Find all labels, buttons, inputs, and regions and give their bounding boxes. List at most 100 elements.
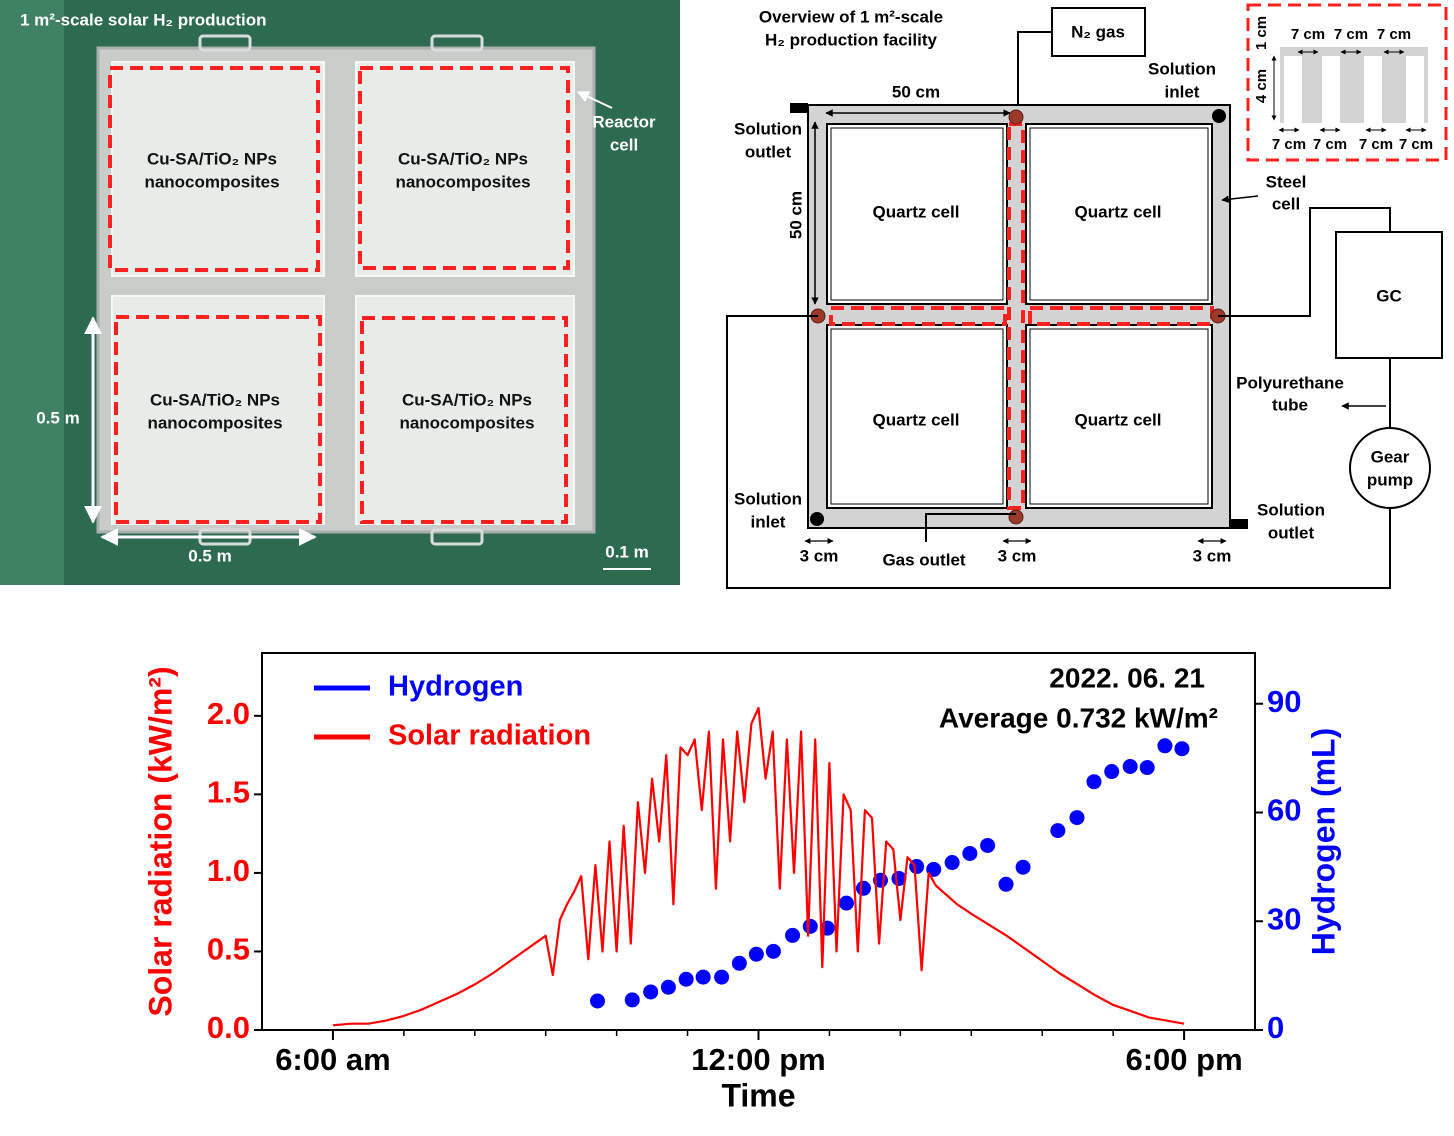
label: 6:00 pm	[1125, 1042, 1242, 1077]
label: 0.0	[207, 1010, 250, 1045]
label: Cu-SA/TiO₂ NPs	[398, 149, 528, 168]
label: 50 cm	[892, 82, 940, 101]
hydrogen-point	[695, 969, 711, 985]
quartz-inner	[830, 127, 1004, 301]
tube	[726, 315, 1391, 589]
hydrogen-point	[1050, 823, 1066, 839]
label: Quartz cell	[873, 202, 960, 221]
n2-line	[1017, 31, 1052, 112]
label: 6:00 am	[275, 1042, 390, 1077]
gas-channel	[829, 306, 1007, 326]
label: Cu-SA/TiO₂ NPs	[147, 149, 277, 168]
label: 3 cm	[998, 546, 1037, 565]
handle	[430, 528, 484, 546]
label: nanocomposites	[147, 413, 282, 432]
label: Overview of 1 m²-scale	[759, 7, 943, 26]
label: Solution	[1148, 59, 1216, 78]
hydrogen-point	[624, 992, 640, 1008]
label: 50 cm	[786, 191, 805, 239]
reactor-arrow	[576, 91, 613, 109]
label: H₂ production facility	[765, 30, 937, 49]
label: Quartz cell	[1075, 410, 1162, 429]
label: 7 cm	[1399, 136, 1433, 153]
label: Solution	[734, 119, 802, 138]
port	[810, 512, 824, 526]
hydrogen-point	[962, 845, 978, 861]
label: pump	[1367, 470, 1413, 489]
label: 4 cm	[1253, 69, 1270, 103]
inset-frame	[1246, 3, 1448, 162]
label: Solar radiation (kW/m²)	[142, 666, 178, 1016]
label: Gear	[1371, 447, 1410, 466]
label: 3 cm	[800, 546, 839, 565]
label: outlet	[745, 142, 792, 161]
label: 2022. 06. 21	[1049, 662, 1205, 693]
tube	[1218, 207, 1391, 317]
label: inlet	[751, 512, 786, 531]
quartz-inner	[1029, 127, 1209, 301]
label: 7 cm	[1334, 26, 1368, 43]
label: 0.5 m	[188, 546, 231, 565]
label: inlet	[1165, 82, 1200, 101]
catalyst-region	[108, 66, 320, 272]
hydrogen-point	[980, 837, 996, 853]
quartz-inner	[1029, 328, 1209, 505]
label: Reactor	[592, 112, 656, 131]
handle	[198, 34, 252, 52]
label: 7 cm	[1291, 26, 1325, 43]
label: Solar radiation	[388, 720, 591, 752]
inset-channel	[1284, 56, 1302, 123]
label: nanocomposites	[399, 413, 534, 432]
handle	[430, 34, 484, 52]
label: Hydrogen	[388, 671, 523, 703]
label: 0.5 m	[36, 408, 79, 427]
hydrogen-point	[765, 943, 781, 959]
inset-channel	[1364, 56, 1382, 123]
label: Gas outlet	[882, 550, 965, 569]
hydrogen-point	[1015, 859, 1031, 875]
gc-box	[1335, 231, 1443, 359]
label: Polyurethane	[1236, 373, 1344, 392]
photo-left-strip	[0, 0, 64, 585]
hydrogen-point	[944, 855, 960, 871]
port	[1008, 109, 1024, 125]
hydrogen-point	[678, 971, 694, 987]
outlet-stub	[790, 103, 808, 113]
quartz-inner	[830, 328, 1004, 505]
label: tube	[1272, 395, 1308, 414]
reactor-panel	[111, 61, 325, 277]
label: Cu-SA/TiO₂ NPs	[150, 390, 280, 409]
port	[1008, 509, 1024, 525]
steel-arrow	[1221, 195, 1259, 203]
label: 3 cm	[1193, 546, 1232, 565]
label: Solution	[734, 489, 802, 508]
label: cell	[610, 135, 638, 154]
label: 1 m²-scale solar H₂ production	[20, 10, 267, 29]
hydrogen-point	[714, 969, 730, 985]
hydrogen-point	[660, 979, 676, 995]
label: 12:00 pm	[691, 1042, 825, 1077]
hydrogen-point	[802, 918, 818, 934]
reactor-panel	[111, 295, 325, 525]
reactor-panel	[355, 61, 575, 277]
label: Average 0.732 kW/m²	[939, 702, 1218, 733]
hydrogen-point	[1069, 810, 1085, 826]
label: 0.5	[207, 932, 250, 967]
gear-pump	[1349, 427, 1431, 509]
label: Solution	[1257, 500, 1325, 519]
label: 7 cm	[1272, 136, 1306, 153]
label: Steel	[1266, 172, 1307, 191]
hydrogen-point	[1174, 741, 1190, 757]
label: 1 cm	[1253, 16, 1270, 50]
label: 7 cm	[1377, 26, 1411, 43]
label: 0.1 m	[605, 542, 648, 561]
label: 1.0	[207, 853, 250, 888]
hydrogen-point	[1139, 760, 1155, 776]
hydrogen-point	[785, 927, 801, 943]
hydrogen-point	[1104, 764, 1120, 780]
reactor-panel	[355, 295, 575, 525]
label: Hydrogen (mL)	[1305, 728, 1341, 956]
catalyst-region	[358, 66, 570, 270]
